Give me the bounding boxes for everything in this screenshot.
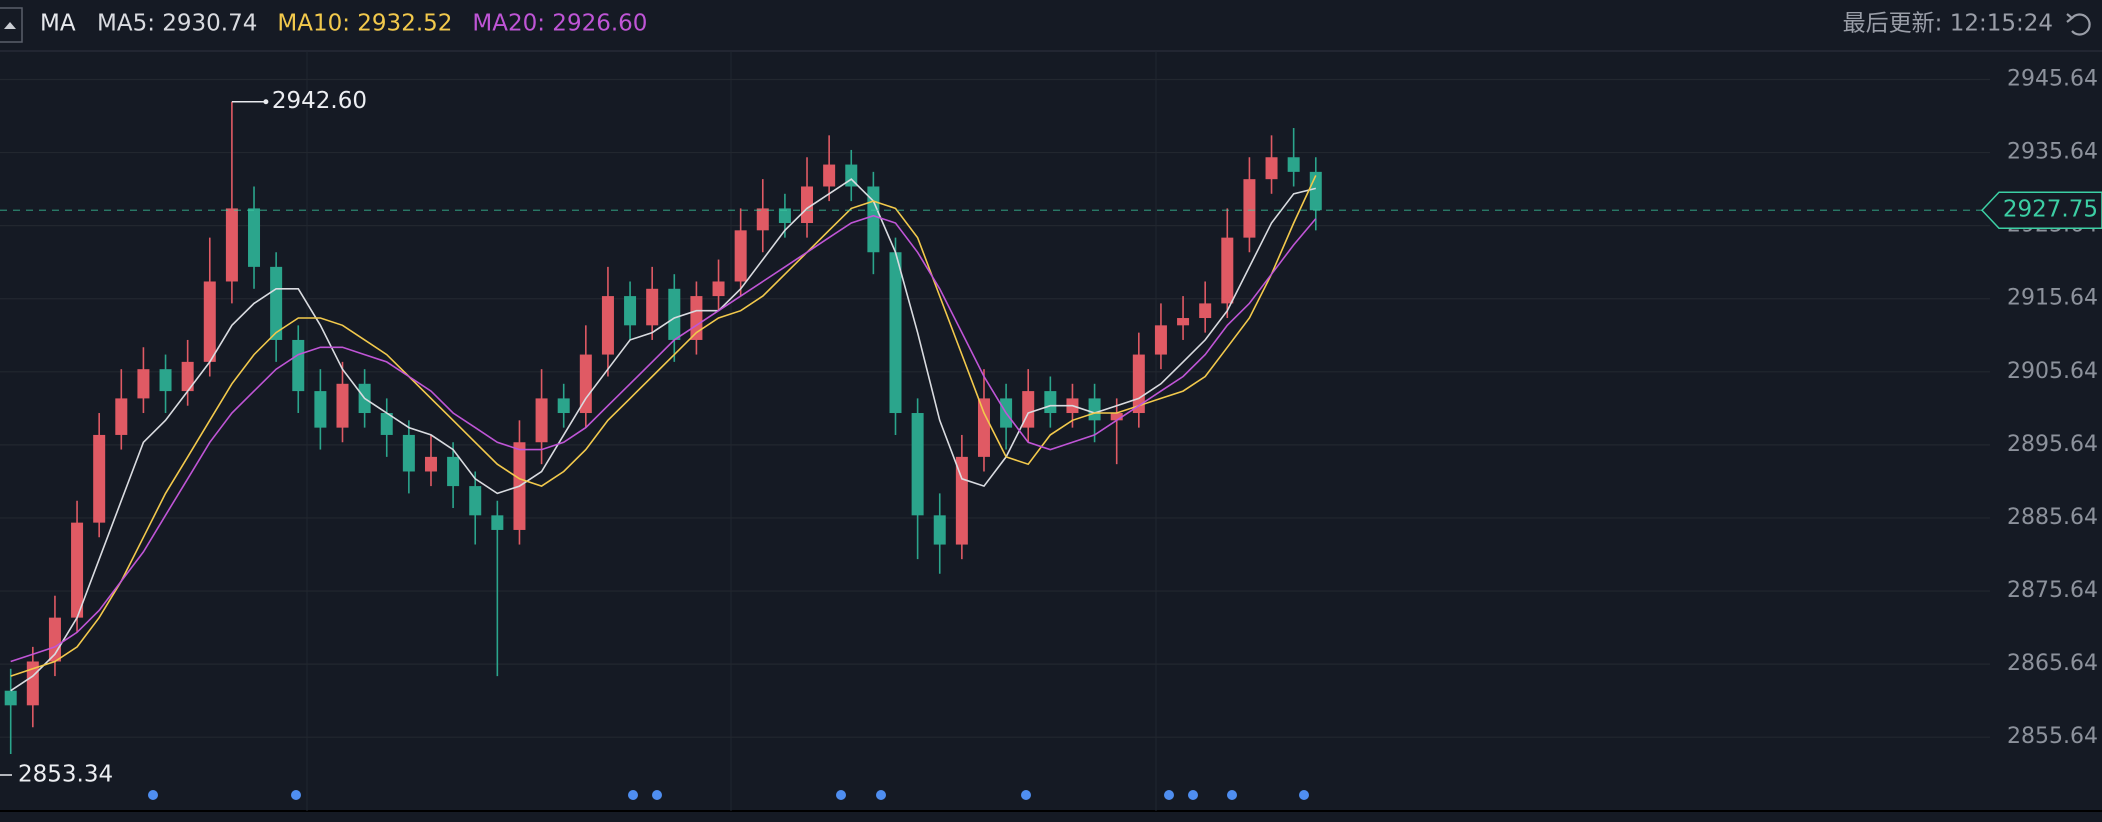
- y-tick-label: 2855.64: [2007, 724, 2098, 749]
- candle-body: [557, 398, 570, 414]
- y-tick-label: 2935.64: [2007, 140, 2098, 165]
- candle-body: [1199, 303, 1212, 319]
- candle-body: [469, 486, 482, 516]
- candle-body: [248, 208, 261, 267]
- candle-body: [1309, 171, 1322, 211]
- candle-body: [579, 354, 592, 414]
- candle-body: [336, 383, 349, 428]
- candle-body: [203, 281, 216, 362]
- candle-body: [137, 369, 150, 399]
- candle-body: [668, 288, 681, 340]
- candle-body: [491, 515, 504, 530]
- candle-body: [734, 230, 747, 282]
- candle-body: [690, 296, 703, 340]
- legend-item: MA10: 2932.52: [277, 11, 452, 37]
- candle-body: [778, 208, 791, 224]
- candle-body: [1132, 354, 1145, 414]
- indicator-name: MA: [40, 11, 76, 37]
- candle-body: [1110, 413, 1123, 421]
- candle-body: [1154, 325, 1167, 355]
- y-tick-label: 2945.64: [2007, 67, 2098, 92]
- high-marker-label: 2942.60: [272, 88, 367, 114]
- high-marker-dot: [263, 99, 269, 105]
- candle-body: [270, 266, 283, 340]
- ma-line: [10, 214, 1317, 663]
- refresh-icon[interactable]: [2066, 13, 2091, 36]
- candle-body: [115, 398, 128, 435]
- candle-body: [933, 515, 946, 545]
- candle-body: [314, 391, 327, 428]
- candle-body: [93, 434, 106, 523]
- candle-body: [159, 369, 172, 392]
- last-price-label: 2927.75: [2003, 197, 2098, 223]
- low-marker-label: 2853.34: [18, 762, 113, 788]
- candle-body: [424, 456, 437, 472]
- last-price-tag: [1980, 191, 2102, 229]
- candle-body: [977, 398, 990, 457]
- candle-body: [4, 690, 17, 706]
- ma-line: [10, 175, 1317, 677]
- ma-line: [10, 178, 1316, 692]
- candle-body: [823, 164, 836, 187]
- candle-body: [225, 208, 238, 282]
- collapse-icon: [4, 22, 16, 29]
- y-tick-label: 2915.64: [2007, 286, 2098, 311]
- candle-body: [756, 208, 769, 231]
- candle-body: [380, 413, 393, 435]
- y-tick-label: 2865.64: [2007, 651, 2098, 676]
- candle-body: [71, 522, 84, 618]
- y-tick-label: 2885.64: [2007, 505, 2098, 530]
- collapse-button[interactable]: [0, 7, 23, 43]
- update-time: 最后更新: 12:15:24: [1843, 11, 2053, 37]
- candle-body: [801, 186, 814, 224]
- candle-body: [1088, 398, 1101, 421]
- legend-item: MA20: 2926.60: [472, 11, 647, 37]
- legend-item: MA5: 2930.74: [97, 11, 257, 37]
- candle-body: [1221, 237, 1234, 304]
- candle-body: [646, 288, 659, 326]
- candle-body: [1044, 391, 1057, 414]
- candle-body: [889, 252, 902, 414]
- candle-body: [1287, 157, 1300, 172]
- event-dots: [148, 790, 1309, 800]
- candle-body: [624, 296, 637, 326]
- candle-body: [1265, 157, 1278, 180]
- candle-body: [911, 413, 924, 516]
- candle-body: [955, 456, 968, 545]
- candle-body: [1177, 318, 1190, 326]
- candle-body: [1243, 179, 1256, 238]
- y-tick-label: 2905.64: [2007, 359, 2098, 384]
- y-tick-label: 2875.64: [2007, 578, 2098, 603]
- candle-body: [402, 434, 415, 472]
- candle-body: [181, 361, 194, 392]
- candle-body: [535, 398, 548, 443]
- candle-body: [292, 339, 305, 392]
- candle-body: [447, 456, 460, 487]
- y-tick-label: 2895.64: [2007, 432, 2098, 457]
- candle-body: [712, 281, 725, 297]
- candle-body: [601, 296, 614, 355]
